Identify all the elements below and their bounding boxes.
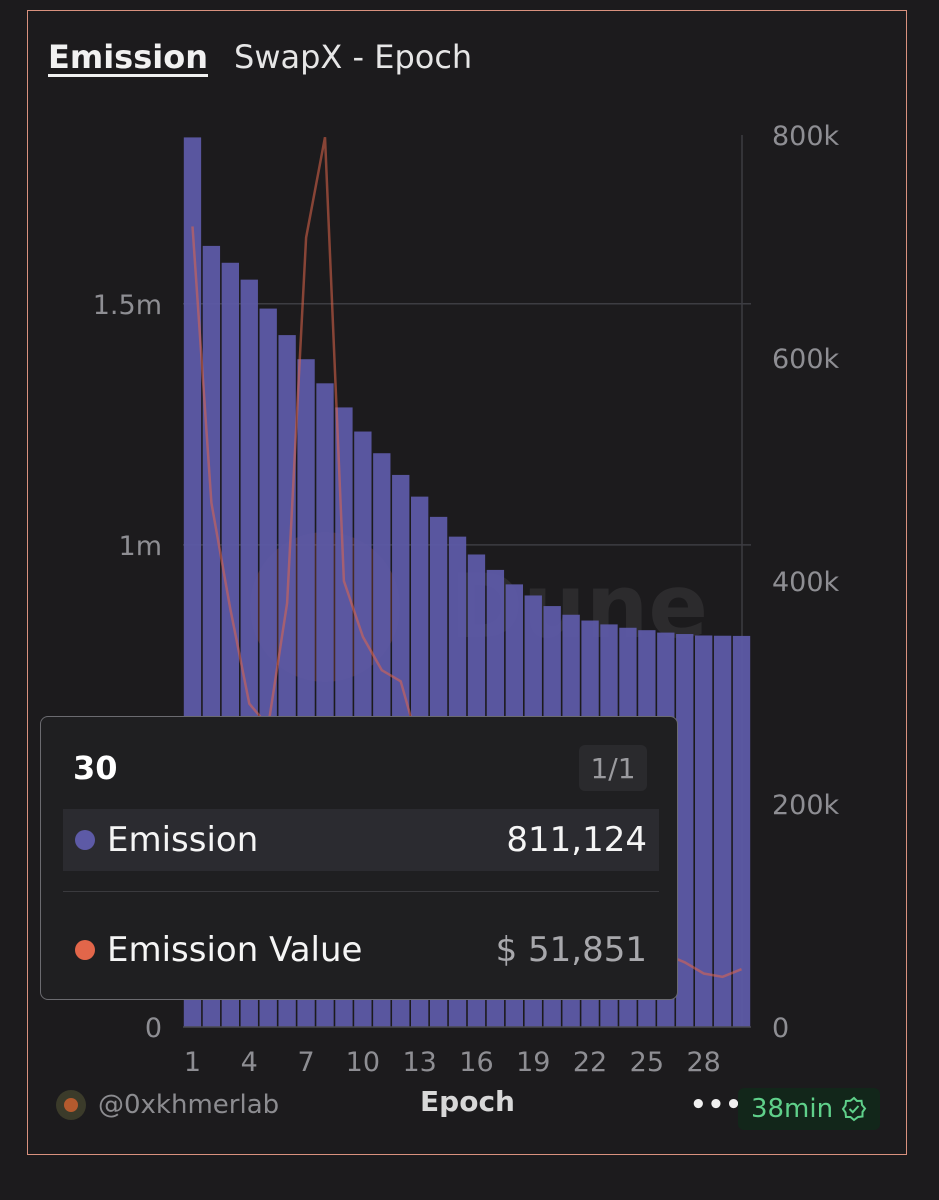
tooltip-row-emission-value: Emission Value $ 51,851 (63, 919, 659, 981)
tooltip-row-value: 811,124 (506, 820, 647, 860)
emission-dot-icon (75, 830, 95, 850)
y-right-tick-label: 0 (772, 1013, 789, 1044)
y-left-tick-label: 0 (145, 1013, 162, 1044)
y-right-tick-label: 400k (772, 567, 840, 598)
refresh-badge[interactable]: 38min (738, 1088, 880, 1130)
tooltip-row-label: Emission Value (107, 930, 363, 970)
tooltip-row-value: $ 51,851 (495, 930, 647, 970)
emission-bar (732, 635, 751, 1027)
x-tick-label: 16 (459, 1047, 493, 1078)
x-tick-label: 1 (184, 1047, 201, 1078)
x-tick-label: 7 (297, 1047, 314, 1078)
x-tick-label: 4 (241, 1047, 258, 1078)
avatar (56, 1090, 86, 1120)
tooltip-title: 30 (73, 749, 118, 787)
chart-subtitle: SwapX - Epoch (234, 38, 473, 76)
tooltip-page-indicator: 1/1 (579, 745, 647, 791)
verified-check-icon (841, 1096, 867, 1122)
y-right-tick-label: 200k (772, 790, 840, 821)
x-tick-label: 22 (573, 1047, 607, 1078)
more-options-button[interactable]: ••• (690, 1090, 743, 1120)
tooltip-row-label: Emission (107, 820, 259, 860)
emission-bar (676, 634, 694, 1027)
emission-bar (695, 635, 713, 1027)
y-right-tick-label: 600k (772, 344, 840, 375)
author-handle: @0xkhmerlab (98, 1090, 280, 1120)
author[interactable]: @0xkhmerlab (56, 1090, 279, 1120)
y-right-tick-label: 800k (772, 121, 840, 152)
chart-tooltip: 30 1/1 Emission 811,124 Emission Value $… (40, 716, 678, 1000)
x-tick-label: 13 (402, 1047, 436, 1078)
refresh-time: 38min (750, 1094, 834, 1124)
x-tick-label: 28 (686, 1047, 720, 1078)
x-tick-label: 19 (516, 1047, 550, 1078)
tab-emission[interactable]: Emission (48, 38, 208, 76)
y-left-tick-label: 1.5m (93, 290, 162, 321)
tooltip-divider (63, 891, 659, 892)
chart-header: Emission SwapX - Epoch (48, 38, 472, 76)
emission-value-dot-icon (75, 940, 95, 960)
x-tick-label: 10 (346, 1047, 380, 1078)
y-left-tick-label: 1m (119, 531, 162, 562)
emission-bar (713, 635, 732, 1027)
tooltip-row-emission: Emission 811,124 (63, 809, 659, 871)
x-tick-label: 25 (630, 1047, 664, 1078)
